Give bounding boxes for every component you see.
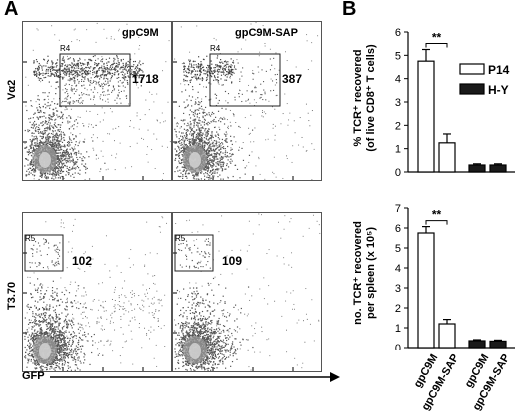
facs-gate: [59, 53, 131, 107]
legend-label-p14: P14: [488, 63, 510, 77]
gate-label-2: R4: [210, 44, 221, 53]
bar-chart-top: 0 1 2 3 4 5 6 ** P14 H-Y: [395, 27, 515, 179]
bar-hy-0: [468, 340, 486, 349]
plot-title-1: gpC9M: [122, 27, 159, 39]
facs-plot-4: [172, 212, 322, 372]
significance-bracket: [425, 43, 448, 48]
y-tick-label: 1: [395, 144, 401, 156]
gate-label-4: R5: [175, 234, 186, 243]
bar-hy-0: [468, 164, 486, 173]
ylabel-top-chart: % TCR⁺ recovered (of live CD8⁺ T cells): [352, 44, 377, 152]
panel-a-label: A: [4, 0, 19, 20]
gate-count-4: 109: [222, 254, 243, 268]
legend-swatch-hy: [459, 83, 485, 95]
legend-label-hy: H-Y: [488, 83, 509, 97]
gate-count-2: 387: [282, 72, 303, 86]
bar-p14-1: [438, 323, 456, 349]
y-tick-label: 2: [395, 303, 401, 315]
facs-gate: [174, 234, 214, 272]
facs-core-inner: [39, 343, 51, 359]
gate-label-1: R4: [60, 44, 71, 53]
y-tick-label: 7: [395, 203, 401, 215]
facs-plot-2: [172, 21, 322, 181]
facs-scatter: [23, 216, 168, 371]
y-tick-label: 4: [395, 74, 401, 86]
y-axis-label-bottom: T3.70: [6, 281, 18, 310]
y-tick-label: 3: [395, 283, 401, 295]
y-tick-label: 0: [395, 343, 401, 350]
bar-hy-1: [489, 164, 507, 173]
gfp-arrow: [50, 372, 340, 382]
y-axis-label-top: Vα2: [6, 79, 18, 100]
significance-stars: **: [432, 31, 442, 45]
y-tick-label: 5: [395, 243, 401, 255]
facs-plot-3: [22, 212, 172, 372]
y-tick-label: 0: [395, 167, 401, 179]
y-tick-label: 2: [395, 120, 401, 132]
gate-count-1: 1718: [132, 72, 159, 86]
y-tick-label: 6: [395, 27, 401, 39]
facs-scatter: [173, 213, 321, 371]
y-tick-label: 5: [395, 50, 401, 62]
legend-swatch-p14: [459, 63, 485, 75]
facs-gate: [209, 53, 281, 107]
x-category-labels: gpC9M gpC9M-SAP gpC9M gpC9M-SAP: [380, 350, 520, 417]
bar-p14-0: [417, 60, 435, 173]
bar-hy-1: [489, 340, 507, 349]
facs-core-inner: [189, 343, 201, 359]
y-tick-label: 3: [395, 97, 401, 109]
bar-p14-0: [417, 232, 435, 349]
significance-bracket: [425, 220, 448, 225]
facs-plot-1: [22, 21, 172, 181]
gate-count-3: 102: [72, 254, 93, 268]
significance-stars: **: [432, 208, 442, 222]
y-tick-label: 4: [395, 263, 401, 275]
plot-title-2: gpC9M-SAP: [235, 27, 298, 39]
panel-b-label: B: [342, 0, 357, 20]
bar-chart-bottom: 0 1 2 3 4 5 6 7 **: [395, 203, 515, 350]
y-tick-label: 1: [395, 323, 401, 335]
x-axis-label-gfp: GFP: [22, 370, 45, 382]
facs-scatter: [173, 22, 319, 180]
y-tick-label: 6: [395, 223, 401, 235]
bar-p14-1: [438, 142, 456, 173]
facs-gate: [24, 234, 64, 272]
facs-core-inner: [189, 152, 201, 168]
facs-scatter: [23, 22, 171, 180]
gate-label-3: R5: [25, 234, 36, 243]
ylabel-bottom-chart: no. TCR⁺ recovered per spleen (x 10⁵): [352, 221, 377, 325]
facs-core-inner: [39, 152, 51, 168]
